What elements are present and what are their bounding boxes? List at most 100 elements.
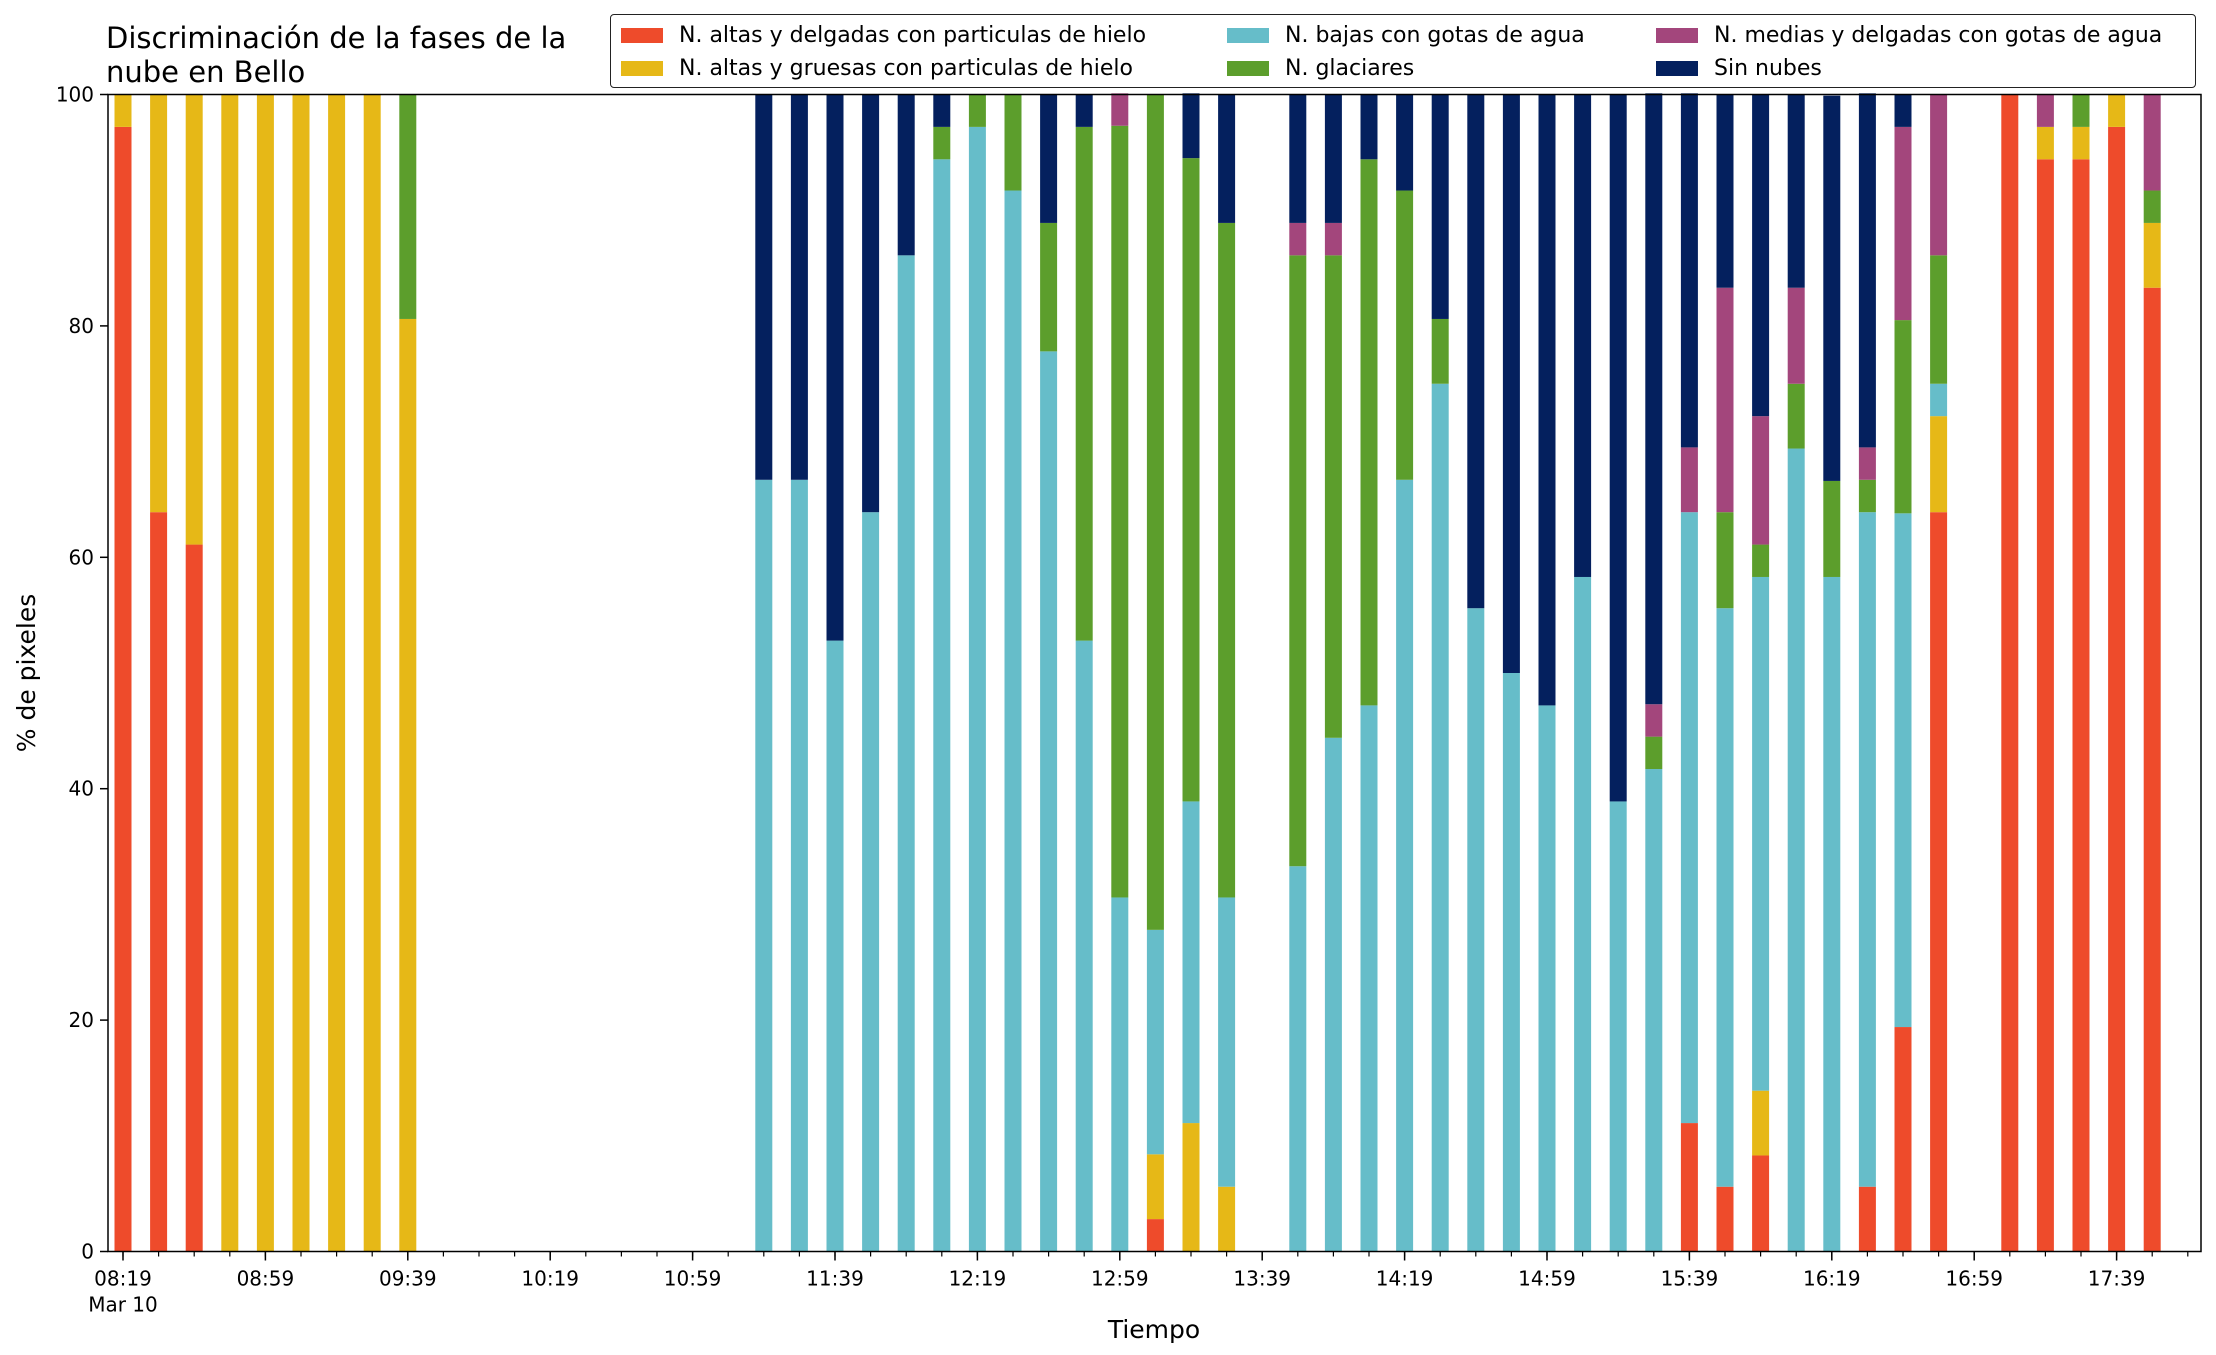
x-tick-label: 13:39 <box>1233 1267 1291 1291</box>
bar-segment-glaciares <box>1289 255 1307 867</box>
legend-label: N. altas y gruesas con particulas de hie… <box>679 55 1133 81</box>
bar-segment-bajas_agua <box>1680 512 1698 1124</box>
bar-segment-hielo_delgadas <box>150 512 168 1252</box>
bar-segment-hielo_delgadas <box>1752 1155 1770 1252</box>
bar-segment-glaciares <box>1040 222 1058 352</box>
bar-segment-sin_nubes <box>933 94 951 127</box>
y-tick-label: 40 <box>69 777 94 801</box>
bar-segment-glaciares <box>1324 255 1342 738</box>
bar-segment-glaciares <box>1894 320 1912 514</box>
bar-segment-bajas_agua <box>826 640 844 1252</box>
bar-layer <box>114 93 2161 1252</box>
y-axis-label: % de pixeles <box>12 594 41 752</box>
bar-segment-bajas_agua <box>1716 608 1734 1187</box>
bar-segment-sin_nubes <box>1787 94 1805 288</box>
bar-segment-sin_nubes <box>826 94 844 641</box>
bar-segment-hielo_delgadas <box>1146 1219 1164 1252</box>
bar-segment-hielo_delgadas <box>1930 512 1948 1252</box>
bar-segment-sin_nubes <box>1360 94 1378 160</box>
x-tick-label: 12:19 <box>949 1267 1007 1291</box>
bar-segment-bajas_agua <box>1111 897 1129 1252</box>
x-date-label: Mar 10 <box>88 1293 158 1317</box>
bar-segment-bajas_agua <box>897 255 915 1252</box>
bar-segment-bajas_agua <box>1894 513 1912 1028</box>
bar-segment-bajas_agua <box>1787 448 1805 1252</box>
bar-segment-medias_agua <box>1930 94 1948 256</box>
legend-label: N. glaciares <box>1285 55 1415 81</box>
bar-segment-sin_nubes <box>1218 94 1236 223</box>
bar-segment-glaciares <box>1431 318 1449 384</box>
bar-segment-glaciares <box>933 126 951 160</box>
bar-segment-sin_nubes <box>1324 94 1342 223</box>
legend-label: N. medias y delgadas con gotas de agua <box>1714 22 2163 48</box>
bar-segment-bajas_agua <box>755 479 773 1252</box>
legend-item-hielo-gruesas: N. altas y gruesas con particulas de hie… <box>621 53 1133 83</box>
x-tick-label: 15:39 <box>1661 1267 1719 1291</box>
bar-segment-glaciares <box>1930 255 1948 384</box>
bar-segment-medias_agua <box>1894 126 1912 321</box>
bar-segment-sin_nubes <box>862 94 880 513</box>
bar-segment-medias_agua <box>1716 287 1734 513</box>
bar-segment-hielo_gruesas <box>2108 94 2126 127</box>
bar-segment-glaciares <box>1004 94 1022 191</box>
legend-label: N. altas y delgadas con particulas de hi… <box>679 22 1147 48</box>
bar-segment-hielo_gruesas <box>2036 126 2054 160</box>
bar-segment-sin_nubes <box>897 94 915 256</box>
bar-segment-sin_nubes <box>1752 94 1770 417</box>
bar-segment-bajas_agua <box>1574 576 1592 1252</box>
x-tick-label: 08:19 <box>94 1267 152 1291</box>
bar-segment-medias_agua <box>1787 287 1805 384</box>
legend-item-glaciares: N. glaciares <box>1227 53 1414 83</box>
legend-label: N. bajas con gotas de agua <box>1285 22 1585 48</box>
bar-segment-hielo_gruesas <box>328 94 346 1252</box>
y-tick-label: 80 <box>69 314 94 338</box>
x-tick-label: 12:59 <box>1091 1267 1149 1291</box>
chart-title-line-1: Discriminación de la fases de la <box>106 21 567 55</box>
legend-swatch <box>1656 60 1698 76</box>
bar-segment-sin_nubes <box>1431 94 1449 319</box>
bar-segment-hielo_delgadas <box>185 544 203 1252</box>
bar-segment-glaciares <box>1146 94 1164 930</box>
bar-segment-hielo_gruesas <box>256 94 274 1252</box>
bar-segment-hielo_gruesas <box>2143 222 2161 288</box>
bar-segment-hielo_delgadas <box>1894 1027 1912 1252</box>
bar-segment-bajas_agua <box>1467 608 1485 1252</box>
bar-segment-sin_nubes <box>1716 94 1734 288</box>
bar-segment-medias_agua <box>1111 93 1129 126</box>
bar-segment-glaciares <box>2143 190 2161 223</box>
bar-segment-sin_nubes <box>1182 93 1200 159</box>
bar-segment-bajas_agua <box>1609 801 1627 1252</box>
bar-segment-hielo_gruesas <box>292 94 310 1252</box>
bar-segment-bajas_agua <box>1538 705 1556 1252</box>
y-tick-label: 20 <box>69 1008 94 1032</box>
bar-segment-sin_nubes <box>1467 94 1485 609</box>
bar-segment-glaciares <box>1360 159 1378 706</box>
plot-frame <box>107 93 2202 1253</box>
bar-segment-hielo_gruesas <box>1752 1090 1770 1156</box>
x-tick-label: 10:59 <box>664 1267 722 1291</box>
bar-segment-sin_nubes <box>755 94 773 480</box>
bar-segment-medias_agua <box>1858 447 1876 480</box>
bar-segment-hielo_delgadas <box>2036 159 2054 1252</box>
bar-segment-bajas_agua <box>933 159 951 1252</box>
bar-segment-glaciares <box>1396 190 1414 480</box>
bar-segment-sin_nubes <box>1823 95 1841 481</box>
bar-segment-hielo_gruesas <box>2072 126 2090 160</box>
bar-segment-hielo_delgadas <box>2108 126 2126 1252</box>
y-tick-label: 0 <box>81 1240 94 1264</box>
bar-segment-hielo_gruesas <box>363 94 381 1252</box>
bar-segment-medias_agua <box>1680 447 1698 513</box>
bar-segment-bajas_agua <box>1502 673 1520 1252</box>
bar-segment-bajas_agua <box>1396 479 1414 1252</box>
x-tick-label: 08:59 <box>237 1267 295 1291</box>
bar-segment-sin_nubes <box>1894 94 1912 127</box>
bar-segment-glaciares <box>1858 479 1876 513</box>
bar-segment-hielo_gruesas <box>1930 416 1948 513</box>
bar-segment-bajas_agua <box>862 512 880 1252</box>
x-tick-label: 14:19 <box>1376 1267 1434 1291</box>
legend-item-hielo-delgadas: N. altas y delgadas con particulas de hi… <box>621 20 1146 50</box>
bar-segment-hielo_gruesas <box>150 94 168 513</box>
bar-segment-hielo_delgadas <box>1858 1186 1876 1252</box>
legend-swatch <box>1656 27 1698 43</box>
